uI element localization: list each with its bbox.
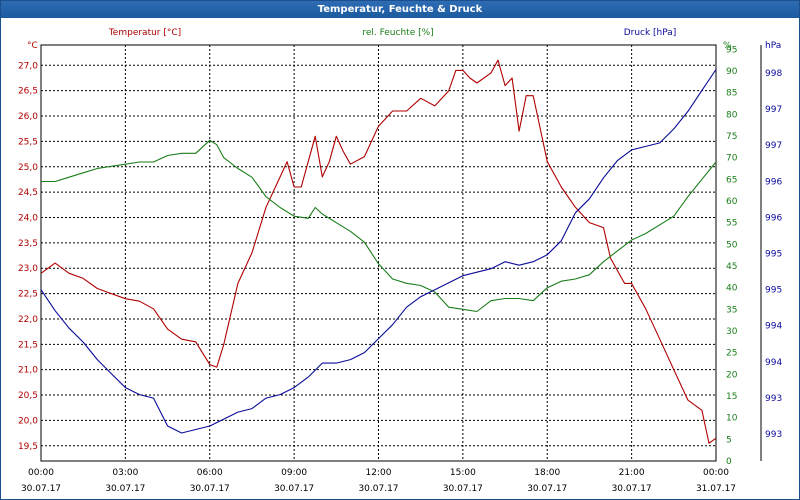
humidity-tick-label: 35	[726, 305, 737, 315]
humidity-tick-label: 40	[726, 284, 738, 294]
x-tick-date: 30.07.17	[443, 484, 483, 494]
x-tick-time: 18:00	[534, 468, 560, 478]
temperature-tick-label: 27,0	[18, 61, 38, 71]
temperature-tick-label: 22,5	[18, 290, 38, 300]
temperature-tick-label: 26,0	[18, 112, 38, 122]
x-tick-time: 00:00	[703, 468, 729, 478]
humidity-unit: %	[723, 41, 732, 51]
pressure-tick-label: 994	[765, 322, 782, 332]
pressure-tick-label: 993	[765, 394, 782, 404]
temperature-tick-label: 24,5	[18, 188, 38, 198]
humidity-tick-label: 65	[726, 175, 737, 185]
temperature-tick-label: 23,0	[18, 264, 38, 274]
plot-border	[40, 44, 717, 462]
series-line	[41, 139, 717, 313]
humidity-tick-label: 80	[726, 110, 738, 120]
x-tick-date: 30.07.17	[274, 484, 314, 494]
humidity-tick-label: 25	[726, 349, 737, 359]
humidity-tick-label: 95	[726, 45, 737, 55]
x-tick-time: 21:00	[619, 468, 645, 478]
humidity-tick-label: 75	[726, 132, 737, 142]
pressure-tick-label: 997	[765, 141, 782, 151]
x-tick-time: 03:00	[112, 468, 138, 478]
temperature-unit: °C	[27, 41, 38, 51]
humidity-tick-label: 55	[726, 219, 737, 229]
x-tick-date: 31.07.17	[696, 484, 736, 494]
pressure-tick-label: 996	[765, 213, 782, 223]
series-line	[40, 69, 717, 434]
pressure-unit: hPa	[765, 41, 781, 51]
series-line	[40, 59, 717, 444]
pressure-tick-label: 997	[765, 105, 782, 115]
temperature-tick-label: 21,0	[18, 366, 38, 376]
humidity-tick-label: 85	[726, 89, 737, 99]
humidity-tick-label: 50	[726, 240, 738, 250]
temperature-tick-label: 20,0	[18, 416, 38, 426]
legend-label: Druck [hPa]	[624, 28, 677, 38]
temperature-tick-label: 23,5	[18, 239, 38, 249]
temperature-tick-label: 24,0	[18, 213, 38, 223]
x-tick-date: 30.07.17	[21, 484, 61, 494]
x-tick-date: 30.07.17	[105, 484, 145, 494]
temperature-tick-label: 19,5	[18, 442, 38, 452]
legend-label: Temperatur [°C]	[108, 28, 181, 38]
humidity-tick-label: 5	[726, 435, 732, 445]
pressure-tick-label: 993	[765, 430, 782, 440]
pressure-tick-label: 994	[765, 358, 782, 368]
humidity-tick-label: 30	[726, 327, 738, 337]
x-tick-date: 30.07.17	[190, 484, 230, 494]
humidity-tick-label: 90	[726, 67, 738, 77]
temperature-tick-label: 22,0	[18, 315, 38, 325]
x-tick-date: 30.07.17	[612, 484, 652, 494]
x-tick-time: 00:00	[28, 468, 54, 478]
pressure-tick-label: 995	[765, 286, 782, 296]
humidity-tick-label: 0	[726, 457, 732, 467]
temperature-tick-label: 25,5	[18, 137, 38, 147]
pressure-tick-label: 995	[765, 250, 782, 260]
temperature-tick-label: 21,5	[18, 340, 38, 350]
temperature-tick-label: 25,0	[18, 163, 38, 173]
window-title: Temperatur, Feuchte & Druck	[1, 1, 799, 18]
x-tick-time: 06:00	[197, 468, 223, 478]
humidity-tick-label: 20	[726, 370, 738, 380]
humidity-tick-label: 60	[726, 197, 738, 207]
pressure-tick-label: 998	[765, 69, 782, 79]
x-tick-time: 12:00	[366, 468, 392, 478]
humidity-tick-label: 45	[726, 262, 737, 272]
line-chart: 00:00 30.07.17 03:00 30.07.17 06:00 30.07.17 0…	[18, 28, 782, 494]
x-tick-time: 15:00	[450, 468, 476, 478]
x-tick-date: 30.07.17	[358, 484, 398, 494]
x-tick-date: 30.07.17	[527, 484, 567, 494]
humidity-tick-label: 70	[726, 154, 738, 164]
legend-label: rel. Feuchte [%]	[362, 28, 433, 38]
humidity-tick-label: 10	[726, 414, 738, 424]
humidity-tick-label: 15	[726, 392, 737, 402]
pressure-tick-label: 996	[765, 177, 782, 187]
temperature-tick-label: 26,5	[18, 87, 38, 97]
temperature-tick-label: 20,5	[18, 391, 38, 401]
x-tick-time: 09:00	[281, 468, 307, 478]
